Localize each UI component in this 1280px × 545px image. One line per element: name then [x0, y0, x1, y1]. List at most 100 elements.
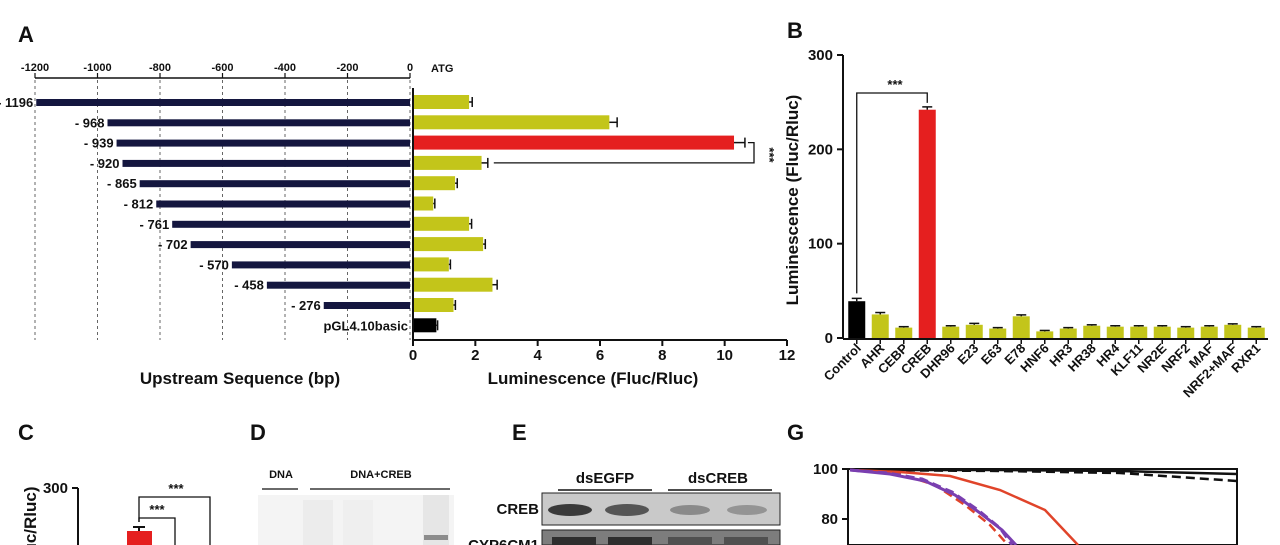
panel-a-upstream-bar	[266, 281, 410, 289]
panel-a-construct-label: - 570	[199, 257, 229, 272]
panel-a-x-tick-label: 12	[779, 347, 796, 364]
panel-label-d: D	[250, 420, 266, 445]
panel-a-luminescence-bar	[413, 115, 610, 130]
panel-a-luminescence-bar	[413, 176, 456, 191]
panel-c-significance-outer: ***	[168, 481, 184, 496]
panel-a-upstream-bar	[36, 99, 410, 106]
panel-a-construct-label: - 920	[90, 156, 120, 171]
panel-b-bar	[1036, 331, 1054, 338]
blot-band	[548, 504, 592, 516]
panel-b-bar	[1247, 327, 1265, 338]
panel-g-tick-label-100: 100	[813, 461, 838, 478]
blot-band	[670, 505, 710, 515]
panel-a-upstream-tick-label: -1200	[21, 62, 49, 74]
panel-b-bar	[942, 326, 960, 338]
panel-a-upstream-bar	[107, 119, 410, 127]
panel-g-line-red-dashed	[849, 468, 1009, 545]
panel-a-construct-label: - 458	[234, 278, 264, 293]
panel-a-x-tick-label: 8	[658, 347, 666, 364]
panel-b-y-tick-label: 200	[808, 141, 833, 158]
panel-b-bar	[1130, 326, 1148, 338]
panel-b-bar	[918, 109, 936, 338]
panel-c-significance-inner: ***	[149, 502, 165, 517]
blot-group-label-dsegfp: dsEGFP	[576, 470, 634, 487]
panel-a-luminescence-bar	[413, 298, 454, 312]
blot-band	[724, 537, 768, 545]
panel-b-category-label: E23	[954, 341, 981, 368]
panel-a-atg-label: ATG	[431, 63, 453, 75]
panel-a-upstream-bar	[116, 139, 410, 147]
panel-c-chart: uc/Rluc) 300 *** ***	[21, 480, 211, 545]
panel-a-luminescence-bar	[413, 196, 434, 211]
panel-a-construct-label: - 939	[84, 136, 114, 151]
panel-a-x-tick-label: 6	[596, 347, 604, 364]
panel-a-upstream-bar	[231, 261, 410, 269]
panel-a-upstream-bar	[156, 200, 410, 208]
panel-a-luminescence-bar	[413, 155, 482, 170]
panel-b-bar	[989, 328, 1007, 338]
panel-a-luminescence-bar	[413, 237, 484, 252]
panel-a-upstream-bar	[190, 241, 410, 249]
panel-b-bar	[1177, 327, 1195, 338]
panel-c-red-bar	[127, 531, 152, 545]
panel-b-significance-bracket	[856, 92, 928, 294]
panel-a-construct-label: - 812	[124, 197, 154, 212]
blot-band	[608, 537, 652, 545]
panel-a-upstream-tick-label: -400	[274, 62, 296, 74]
panel-b-bar	[1106, 326, 1124, 338]
panel-g-line-red	[849, 468, 1079, 545]
panel-c-y-axis-label: uc/Rluc)	[21, 486, 40, 545]
panel-b-significance: ***	[887, 77, 903, 92]
blot-band	[727, 505, 767, 515]
panel-e-blot: dsEGFP dsCREB CREB CYP6CM1	[468, 470, 781, 545]
panel-a-construct-label: - 968	[75, 115, 105, 130]
panel-a-upstream-bar	[323, 302, 410, 309]
blot-strip-cyp6cm1	[541, 529, 781, 545]
panel-a-luminescence-bar	[413, 318, 437, 333]
panel-a-luminescence-bar	[413, 216, 470, 231]
panel-a-luminescence-axis-label: Luminescence (Fluc/Rluc)	[488, 369, 699, 388]
panel-a-construct-label: - 761	[140, 217, 170, 232]
panel-label-a: A	[18, 22, 34, 47]
panel-a-luminescence-bar	[413, 277, 493, 292]
panel-a-x-tick-label: 10	[716, 347, 733, 364]
panel-a-luminescence-bar	[413, 95, 470, 109]
panel-a-x-tick-label: 0	[409, 347, 417, 364]
panel-b-bar	[965, 324, 983, 338]
panel-a-upstream-bar	[122, 159, 410, 167]
gel-label-dna: DNA	[269, 469, 293, 481]
panel-g-plot-frame	[847, 468, 1238, 545]
gel-lane-smear	[343, 500, 373, 545]
panel-b-y-axis-label: Luminescence (Fluc/Rluc)	[783, 95, 802, 306]
panel-b-y-tick-label: 100	[808, 236, 833, 253]
panel-label-c: C	[18, 420, 34, 445]
gel-band	[424, 535, 448, 540]
blot-band	[668, 537, 712, 545]
panel-b-bar	[871, 314, 889, 338]
panel-a-upstream-bar	[172, 220, 410, 228]
panel-c-significance-bracket-outer	[138, 496, 211, 545]
panel-a-chart: -1200 -1000 -800 -600 -400 -200 0 ATG - 1196 - 9…	[0, 62, 795, 388]
blot-band	[552, 537, 596, 545]
blot-band	[605, 504, 649, 516]
panel-a-construct-label: - 702	[158, 237, 188, 252]
panel-a-construct-label: - 1196	[0, 95, 33, 110]
panel-b-category-label: E63	[978, 341, 1005, 368]
panel-a-significance-bracket	[493, 141, 755, 164]
panel-a-upstream-tick-label: -200	[336, 62, 358, 74]
panel-label-b: B	[787, 18, 803, 43]
panel-a-construct-label: - 865	[107, 176, 137, 191]
panel-b-bar	[1059, 328, 1077, 338]
panel-a-upstream-tick-label: -1000	[83, 62, 111, 74]
panel-b-bar	[848, 301, 866, 338]
panel-b-bar	[1224, 324, 1242, 338]
panel-c-significance-bracket-inner	[138, 517, 176, 545]
panel-a-luminescence-bar	[413, 257, 449, 272]
blot-row-label-cyp6cm1: CYP6CM1	[468, 537, 539, 545]
panel-b-y-tick-label: 300	[808, 47, 833, 64]
panel-g-chart: 100 80	[813, 461, 1238, 545]
panel-a-upstream-tick-label: 0	[407, 62, 413, 74]
panel-b-bar	[1083, 325, 1101, 338]
